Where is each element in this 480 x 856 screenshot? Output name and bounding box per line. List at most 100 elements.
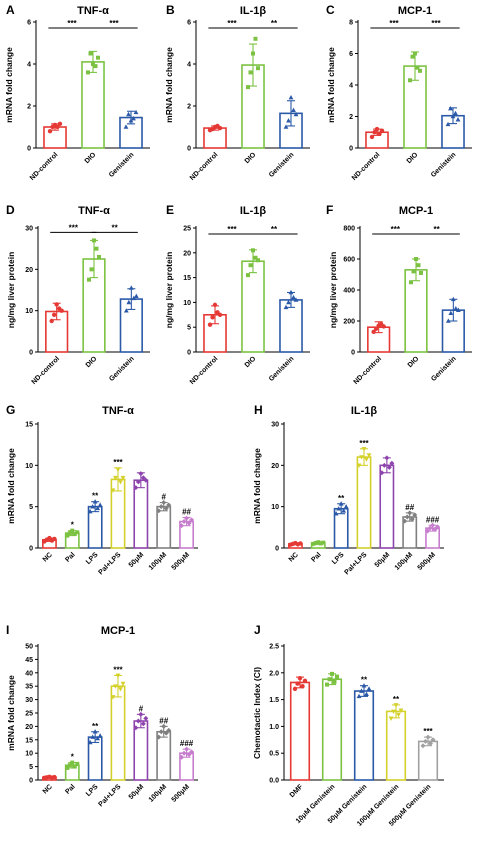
data-point bbox=[217, 125, 223, 131]
data-point bbox=[158, 504, 164, 510]
data-point bbox=[128, 285, 134, 290]
data-point bbox=[356, 693, 362, 699]
y-tick-label: 600 bbox=[343, 257, 355, 264]
data-point bbox=[291, 294, 296, 300]
data-point bbox=[311, 541, 316, 546]
bar bbox=[417, 740, 439, 781]
y-tick-label: 400 bbox=[343, 288, 355, 295]
data-point bbox=[52, 774, 57, 780]
data-point bbox=[455, 117, 461, 122]
data-point bbox=[427, 525, 433, 531]
data-point bbox=[90, 734, 96, 739]
y-tick-label: 45 bbox=[25, 657, 33, 664]
data-point bbox=[388, 716, 394, 721]
data-point bbox=[115, 673, 121, 679]
y-tick-label: 15 bbox=[25, 422, 33, 429]
data-point bbox=[51, 312, 57, 317]
bar bbox=[289, 681, 311, 781]
chart-title: TNF-α bbox=[78, 205, 110, 217]
data-point bbox=[377, 131, 382, 137]
data-point bbox=[286, 118, 291, 123]
y-tick-label: 40 bbox=[25, 670, 33, 677]
data-point bbox=[325, 682, 329, 687]
x-tick-label: DIO bbox=[407, 355, 421, 369]
y-tick-label: 5 bbox=[29, 764, 33, 771]
panel-letter: F bbox=[326, 203, 333, 217]
data-point bbox=[118, 480, 123, 485]
x-tick-label: ND-control bbox=[353, 355, 384, 386]
data-point bbox=[131, 116, 136, 121]
data-point bbox=[379, 128, 385, 133]
data-point bbox=[253, 255, 258, 260]
bar bbox=[133, 720, 149, 781]
chart-panel-h: H IL-1β mRNA fold change 0 10 20 30 NC Pal ** LPS *… bbox=[252, 403, 444, 576]
data-point bbox=[120, 475, 126, 481]
x-tick-label: ND-control bbox=[31, 355, 62, 386]
data-point bbox=[361, 447, 367, 452]
data-point bbox=[450, 296, 456, 302]
data-point bbox=[420, 743, 426, 749]
chart-panel-g: G TNF-α mRNA fold change 0 5 10 15 NC * Pal ** LPS *… bbox=[6, 403, 198, 576]
significance-label: *** bbox=[113, 458, 123, 467]
y-tick-label: 20 bbox=[183, 250, 191, 257]
chart-title: IL-1β bbox=[351, 405, 378, 417]
data-point bbox=[217, 312, 223, 317]
y-tick-label: 6 bbox=[187, 20, 191, 27]
bar bbox=[241, 260, 265, 353]
data-point bbox=[423, 738, 428, 744]
data-point bbox=[184, 746, 190, 752]
data-point bbox=[407, 510, 413, 516]
y-axis-label: ng/mg liver protein bbox=[6, 252, 16, 329]
y-tick-label: 0.5 bbox=[269, 751, 279, 758]
data-point bbox=[113, 684, 118, 689]
x-tick-label: DIO bbox=[85, 355, 99, 369]
x-tick-label: LPS bbox=[85, 551, 100, 566]
data-point bbox=[131, 295, 137, 301]
y-axis-label: mRNA fold change bbox=[164, 47, 174, 123]
data-point bbox=[293, 111, 299, 117]
data-point bbox=[163, 505, 169, 511]
y-tick-label: 0 bbox=[29, 778, 33, 785]
y-tick-label: 0 bbox=[29, 546, 33, 553]
data-point bbox=[143, 715, 149, 721]
data-point bbox=[143, 477, 149, 483]
data-point bbox=[97, 733, 103, 738]
x-tick-label: 500μM bbox=[417, 551, 437, 571]
data-point bbox=[207, 322, 213, 327]
y-tick-label: 0 bbox=[275, 546, 279, 553]
data-point bbox=[253, 36, 258, 41]
data-point bbox=[369, 134, 375, 140]
significance-label: *** bbox=[227, 225, 237, 234]
data-point bbox=[430, 737, 436, 743]
data-point bbox=[70, 760, 75, 765]
x-tick-label: LPS bbox=[331, 551, 346, 566]
y-axis-label: ng/mg liver protein bbox=[164, 252, 174, 329]
x-tick-label: DIO bbox=[84, 151, 98, 165]
chart-title: MCP-1 bbox=[399, 205, 433, 217]
data-point bbox=[123, 308, 129, 313]
x-tick-label: ND-control bbox=[189, 151, 220, 182]
data-point bbox=[288, 95, 294, 100]
data-point bbox=[166, 502, 172, 508]
data-point bbox=[448, 310, 454, 316]
y-tick-label: 4 bbox=[187, 62, 191, 69]
data-point bbox=[364, 457, 369, 462]
chart-title: IL-1β bbox=[240, 5, 267, 17]
significance-label: * bbox=[71, 753, 75, 762]
bar bbox=[404, 269, 428, 353]
data-point bbox=[89, 267, 94, 272]
data-point bbox=[430, 522, 436, 528]
data-point bbox=[97, 502, 103, 507]
y-tick-label: 4 bbox=[27, 62, 31, 69]
y-axis-label: mRNA fold change bbox=[4, 47, 14, 123]
significance-label: *** bbox=[227, 19, 237, 28]
data-point bbox=[398, 708, 404, 713]
x-tick-label: 50μM bbox=[128, 551, 146, 569]
data-point bbox=[75, 761, 80, 766]
data-point bbox=[179, 523, 185, 529]
data-point bbox=[90, 504, 96, 509]
significance-label: ## bbox=[159, 716, 168, 725]
y-tick-label: 0 bbox=[349, 146, 353, 153]
y-tick-label: 30 bbox=[271, 422, 279, 429]
